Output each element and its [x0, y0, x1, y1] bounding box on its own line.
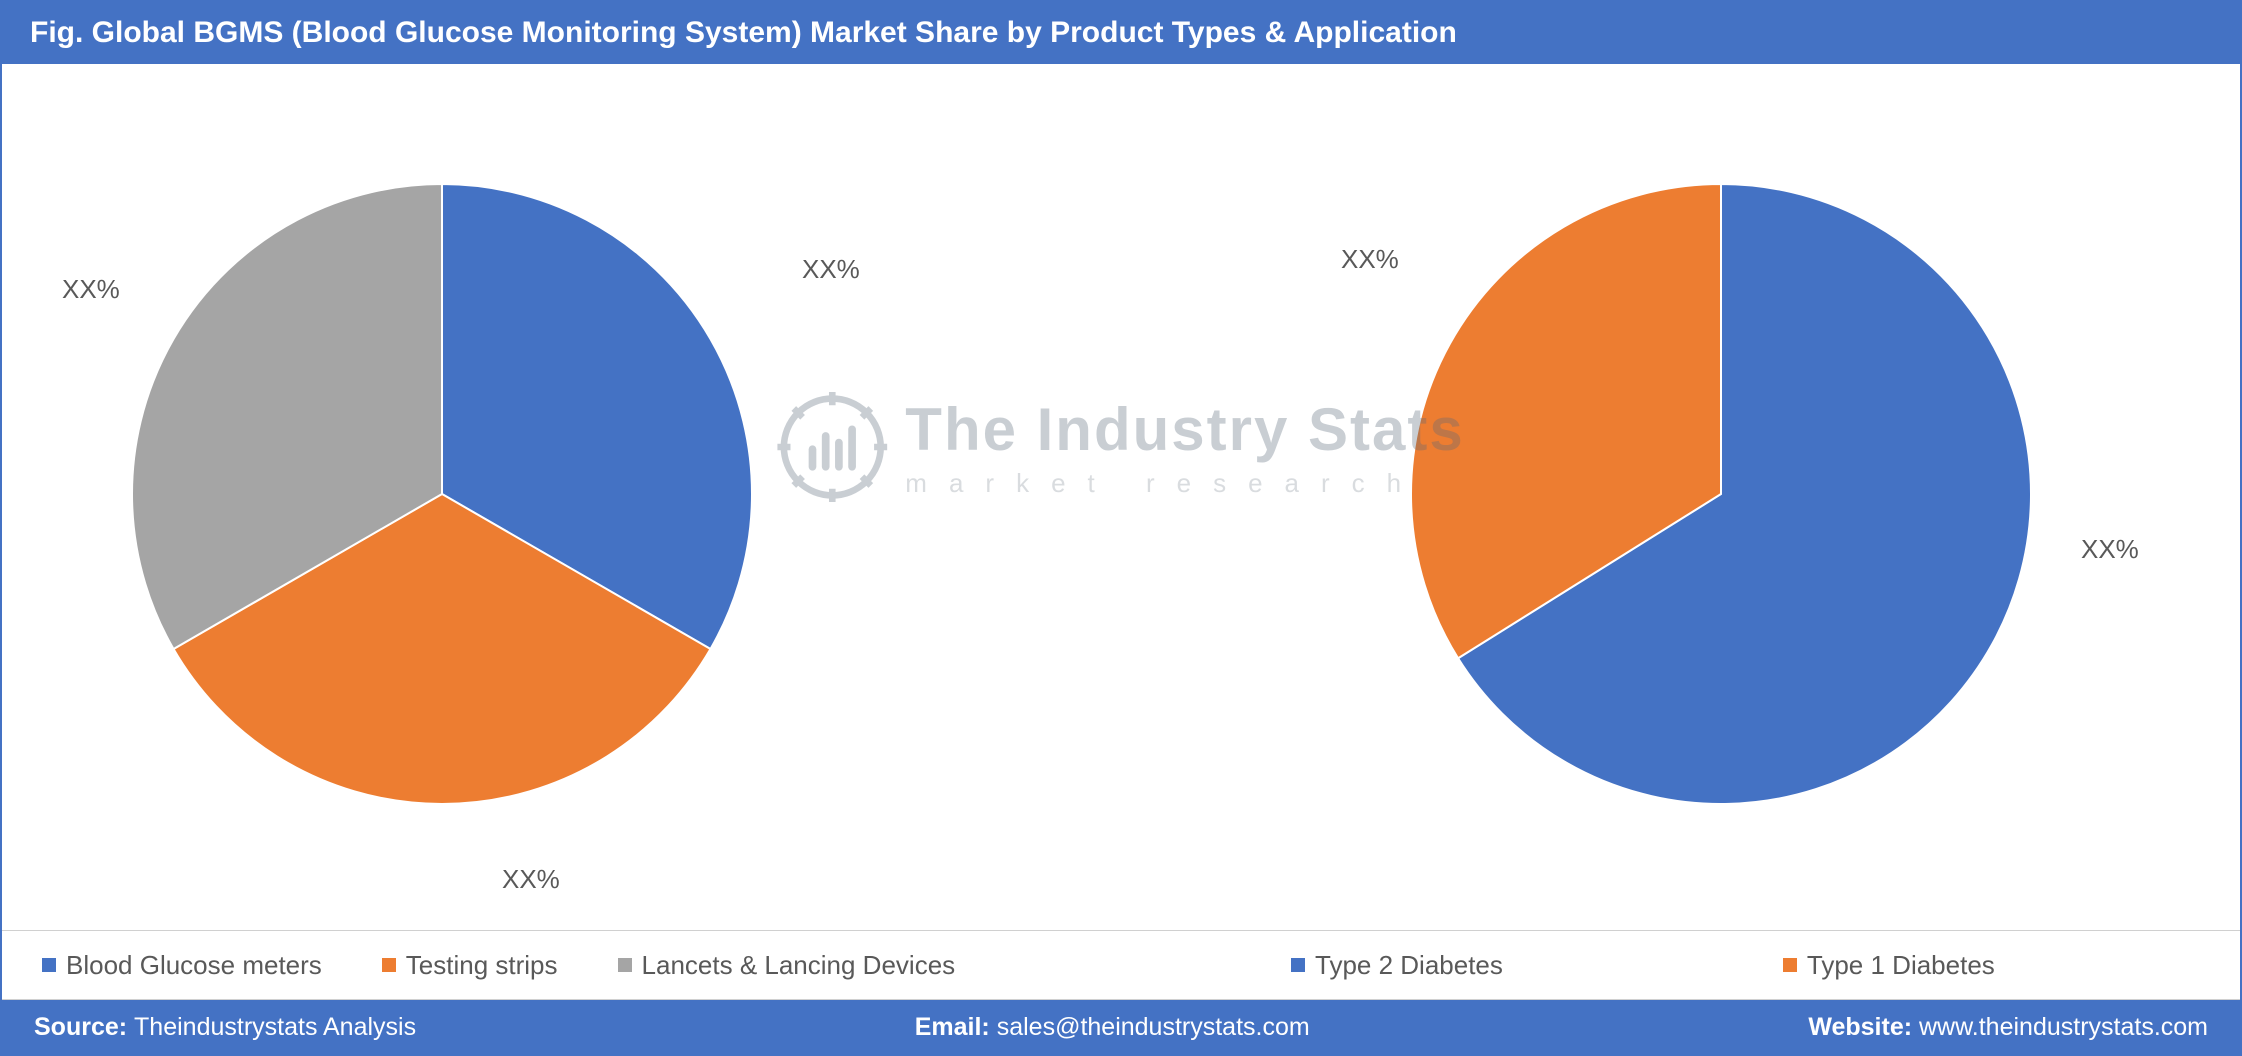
chart-area: XX%XX%XX% XX%XX% [2, 64, 2240, 934]
left-chart-panel: XX% XX% XX% [2, 64, 1121, 934]
legend-application-item-1: Type 1 Diabetes [1783, 950, 1995, 981]
legend-application-label-0: Type 2 Diabetes [1315, 950, 1503, 981]
figure-container: Fig. Global BGMS (Blood Glucose Monitori… [0, 0, 2242, 1056]
footer-email-value: sales@theindustrystats.com [997, 1013, 1310, 1041]
figure-title-text: Fig. Global BGMS (Blood Glucose Monitori… [30, 16, 1457, 49]
product-pie-label-1: XX% [502, 864, 560, 895]
footer-source-label: Source: [34, 1013, 134, 1041]
legend-product-types: Blood Glucose meters Testing strips Lancet… [2, 931, 1121, 999]
legend-application: Type 2 Diabetes Type 1 Diabetes [1121, 931, 2240, 999]
footer-web-value: www.theindustrystats.com [1919, 1013, 2208, 1041]
application-pie-label-1: XX% [1341, 244, 1399, 275]
legend-application-swatch-1 [1783, 958, 1797, 972]
legend-application-label-1: Type 1 Diabetes [1807, 950, 1995, 981]
product-pie-label-2: XX% [62, 274, 120, 305]
footer-website: Website: www.theindustrystats.com [1808, 1013, 2208, 1042]
right-chart-panel: XX% XX% [1121, 64, 2240, 934]
legend-product-label-0: Blood Glucose meters [66, 950, 322, 981]
legend-product-item-0: Blood Glucose meters [42, 950, 322, 981]
legend-product-label-1: Testing strips [406, 950, 558, 981]
footer-bar: Source: Theindustrystats Analysis Email:… [2, 1000, 2240, 1054]
footer-source: Source: Theindustrystats Analysis [34, 1013, 416, 1042]
product-pie-label-0: XX% [802, 254, 860, 285]
footer-source-value: Theindustrystats Analysis [134, 1013, 416, 1041]
figure-title: Fig. Global BGMS (Blood Glucose Monitori… [2, 2, 2240, 64]
legend-product-label-2: Lancets & Lancing Devices [642, 950, 956, 981]
pie-chart-application [1121, 64, 2242, 934]
legend-product-item-1: Testing strips [382, 950, 558, 981]
footer-email: Email: sales@theindustrystats.com [915, 1013, 1310, 1042]
footer-web-label: Website: [1808, 1013, 1919, 1041]
legend-product-item-2: Lancets & Lancing Devices [618, 950, 956, 981]
footer-email-label: Email: [915, 1013, 997, 1041]
legend-application-swatch-0 [1291, 958, 1305, 972]
legend-product-swatch-1 [382, 958, 396, 972]
legend-row: Blood Glucose meters Testing strips Lancet… [2, 930, 2240, 1000]
legend-application-item-0: Type 2 Diabetes [1291, 950, 1503, 981]
pie-chart-product-types [2, 64, 1123, 934]
application-pie-label-0: XX% [2081, 534, 2139, 565]
legend-product-swatch-0 [42, 958, 56, 972]
legend-product-swatch-2 [618, 958, 632, 972]
